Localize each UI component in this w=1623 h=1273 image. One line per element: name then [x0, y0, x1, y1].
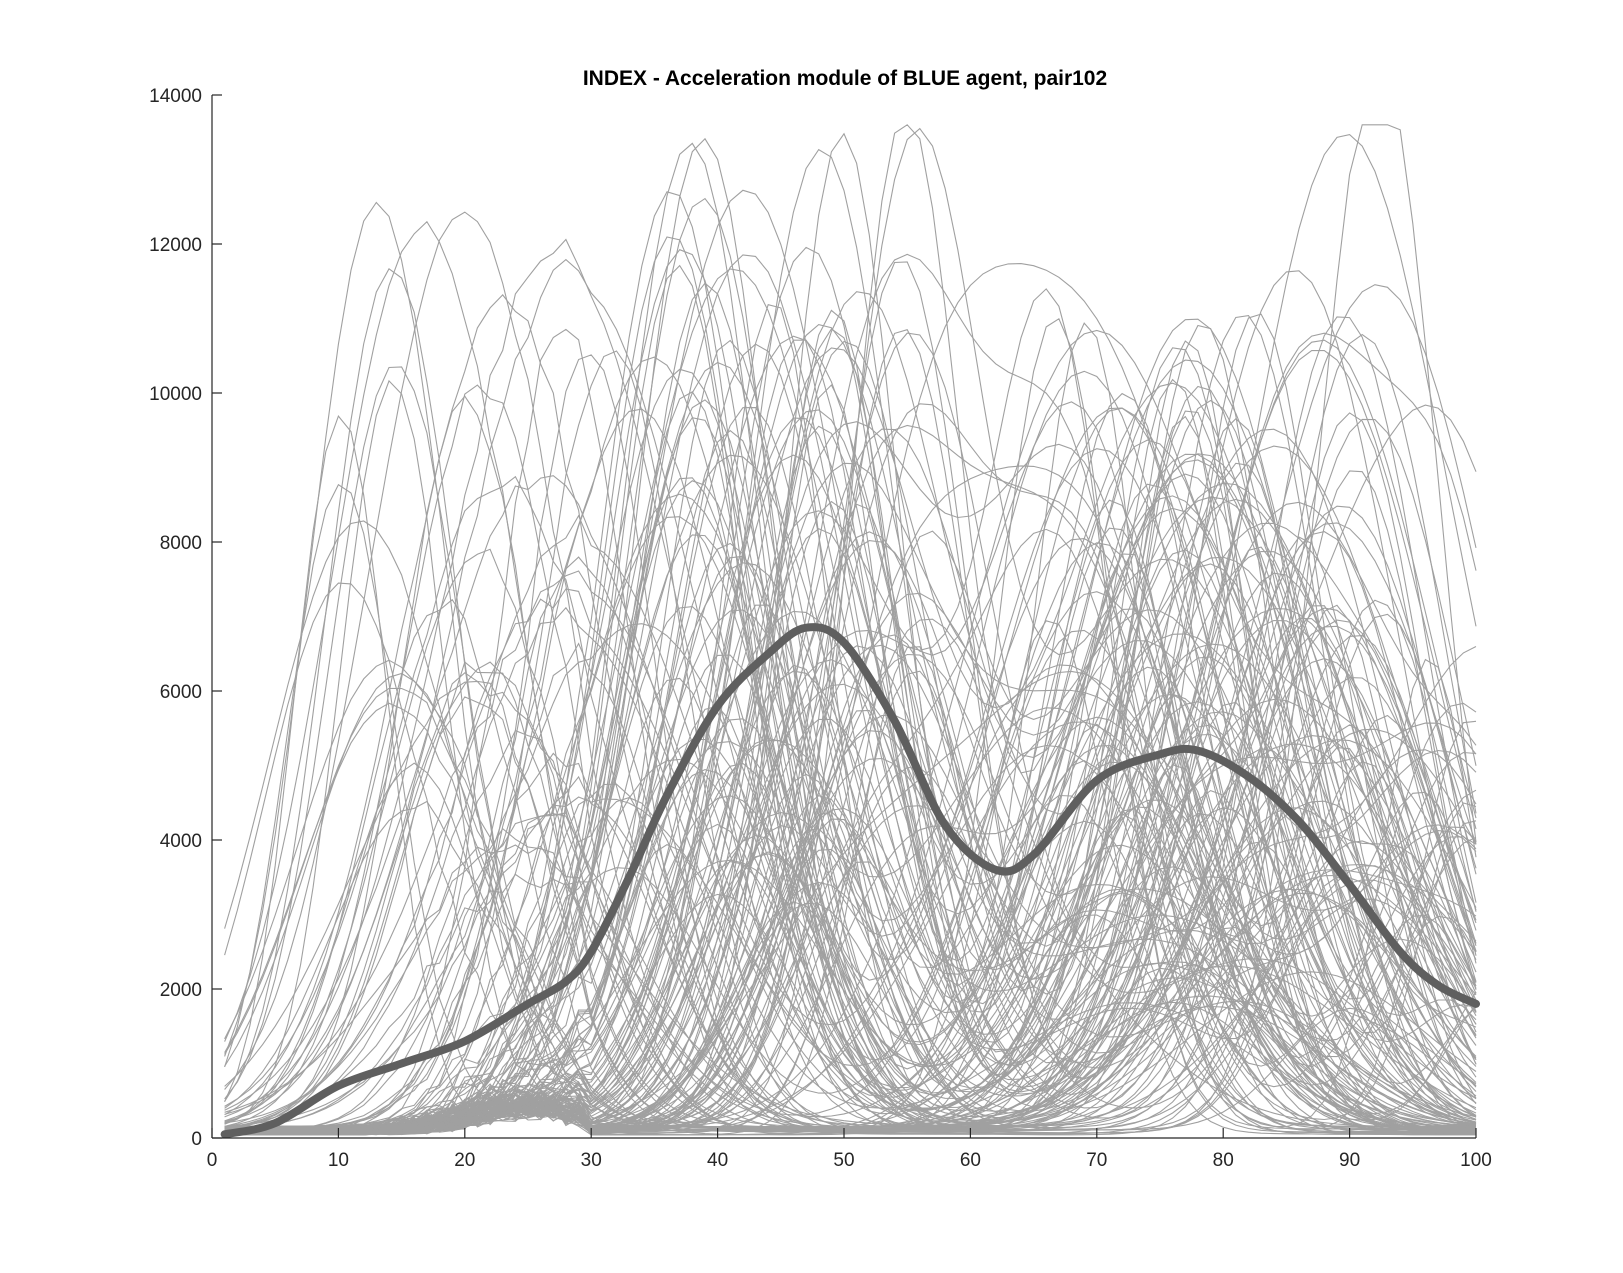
trial-line — [224, 618, 1477, 1128]
trial-line — [224, 267, 1477, 1136]
x-tick-label: 0 — [207, 1150, 218, 1171]
axes: 0 10 20 30 40 50 60 70 80 90 100 0 2000 4000 6000 8000 1… — [149, 86, 1492, 1171]
trial-line — [224, 379, 1477, 1130]
x-tick-label: 60 — [960, 1150, 981, 1171]
x-tick-label: 20 — [454, 1150, 475, 1171]
y-tick-label: 12000 — [149, 235, 202, 256]
trial-line — [224, 480, 1477, 1129]
y-tick-label: 14000 — [149, 86, 202, 107]
trial-line — [224, 527, 1476, 1136]
trial-line — [224, 328, 1477, 1129]
trial-line — [224, 800, 1477, 1131]
x-tick-label: 50 — [833, 1150, 854, 1171]
trial-line — [224, 445, 1477, 1127]
mean-line — [220, 623, 1480, 1139]
x-tick-label: 30 — [581, 1150, 602, 1171]
trial-line — [224, 339, 1477, 1131]
x-tick-label: 90 — [1339, 1150, 1360, 1171]
trial-line — [224, 534, 1477, 1132]
trial-line — [224, 542, 1477, 1128]
y-tick-label: 2000 — [160, 980, 202, 1001]
trial-line — [224, 516, 1477, 1133]
y-tick-label: 8000 — [160, 533, 202, 554]
x-tick-label: 40 — [707, 1150, 728, 1171]
y-tick-label: 6000 — [160, 682, 202, 703]
trial-line — [224, 329, 1477, 1124]
y-tick-label: 0 — [191, 1129, 202, 1150]
x-tick-label: 10 — [328, 1150, 349, 1171]
trial-line — [224, 606, 1477, 1134]
x-tick-label: 80 — [1213, 1150, 1234, 1171]
trial-line — [224, 333, 1477, 1127]
trial-line — [224, 556, 1477, 1134]
trial-line — [224, 762, 1477, 1132]
chart-title: INDEX - Acceleration module of BLUE agen… — [583, 67, 1107, 90]
trial-line — [224, 392, 1476, 1133]
trial-line — [224, 421, 1477, 1135]
trial-line — [224, 453, 1477, 1128]
trial-line — [224, 132, 1477, 1128]
y-tick-label: 4000 — [160, 831, 202, 852]
x-tick-label: 70 — [1086, 1150, 1107, 1171]
trial-line — [224, 414, 1477, 1136]
trial-line — [224, 189, 1477, 1133]
trial-line — [224, 401, 1477, 1134]
trial-line — [224, 812, 1477, 1136]
x-tick-label: 100 — [1460, 1150, 1492, 1171]
trial-line — [224, 246, 1477, 1128]
mean-line-group — [220, 623, 1480, 1139]
y-tick-label: 10000 — [149, 384, 202, 405]
trial-line — [224, 453, 1477, 1131]
trial-lines — [224, 124, 1477, 1136]
trial-line — [224, 901, 1476, 1128]
trial-line — [224, 696, 1477, 1130]
